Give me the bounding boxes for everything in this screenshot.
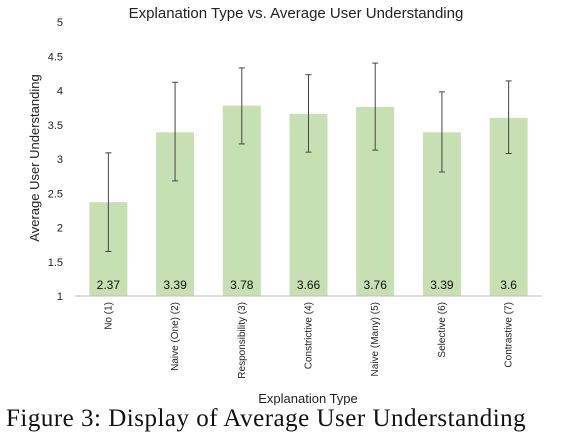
y-tick-label: 2.5 (48, 188, 63, 200)
y-axis-label: Average User Understanding (27, 74, 42, 241)
value-label: 3.66 (297, 278, 321, 292)
value-label: 3.76 (364, 278, 388, 292)
y-tick-label: 4 (57, 86, 63, 98)
value-label: 3.39 (163, 278, 187, 292)
x-tick-label: Selective (6) (437, 302, 448, 358)
y-tick-label: 1 (57, 291, 63, 303)
x-tick-label: Constrictive (4) (304, 302, 315, 369)
x-tick-label: Naive (Many) (5) (370, 302, 381, 376)
value-label: 3.78 (230, 278, 254, 292)
x-tick-label: Contrastive (7) (504, 302, 515, 368)
y-tick-label: 2 (57, 223, 63, 235)
value-label: 3.6 (500, 278, 517, 292)
x-axis-label: Explanation Type (258, 391, 358, 405)
y-tick-label: 1.5 (48, 257, 63, 269)
x-tick-label: Naive (One) (2) (170, 302, 181, 371)
bar-chart: Explanation Type vs. Average User Unders… (27, 5, 542, 405)
value-label: 3.39 (430, 278, 454, 292)
value-label: 2.37 (97, 278, 121, 292)
y-tick-label: 4.5 (48, 51, 63, 63)
x-tick-label: Responsibility (3) (237, 302, 248, 379)
y-tick-label: 5 (57, 17, 63, 29)
y-tick-label: 3 (57, 154, 63, 166)
y-tick-label: 3.5 (48, 120, 63, 132)
x-tick-label: No (1) (103, 302, 114, 330)
chart-title: Explanation Type vs. Average User Unders… (129, 5, 464, 22)
figure-caption: Figure 3: Display of Average User Unders… (6, 405, 527, 432)
